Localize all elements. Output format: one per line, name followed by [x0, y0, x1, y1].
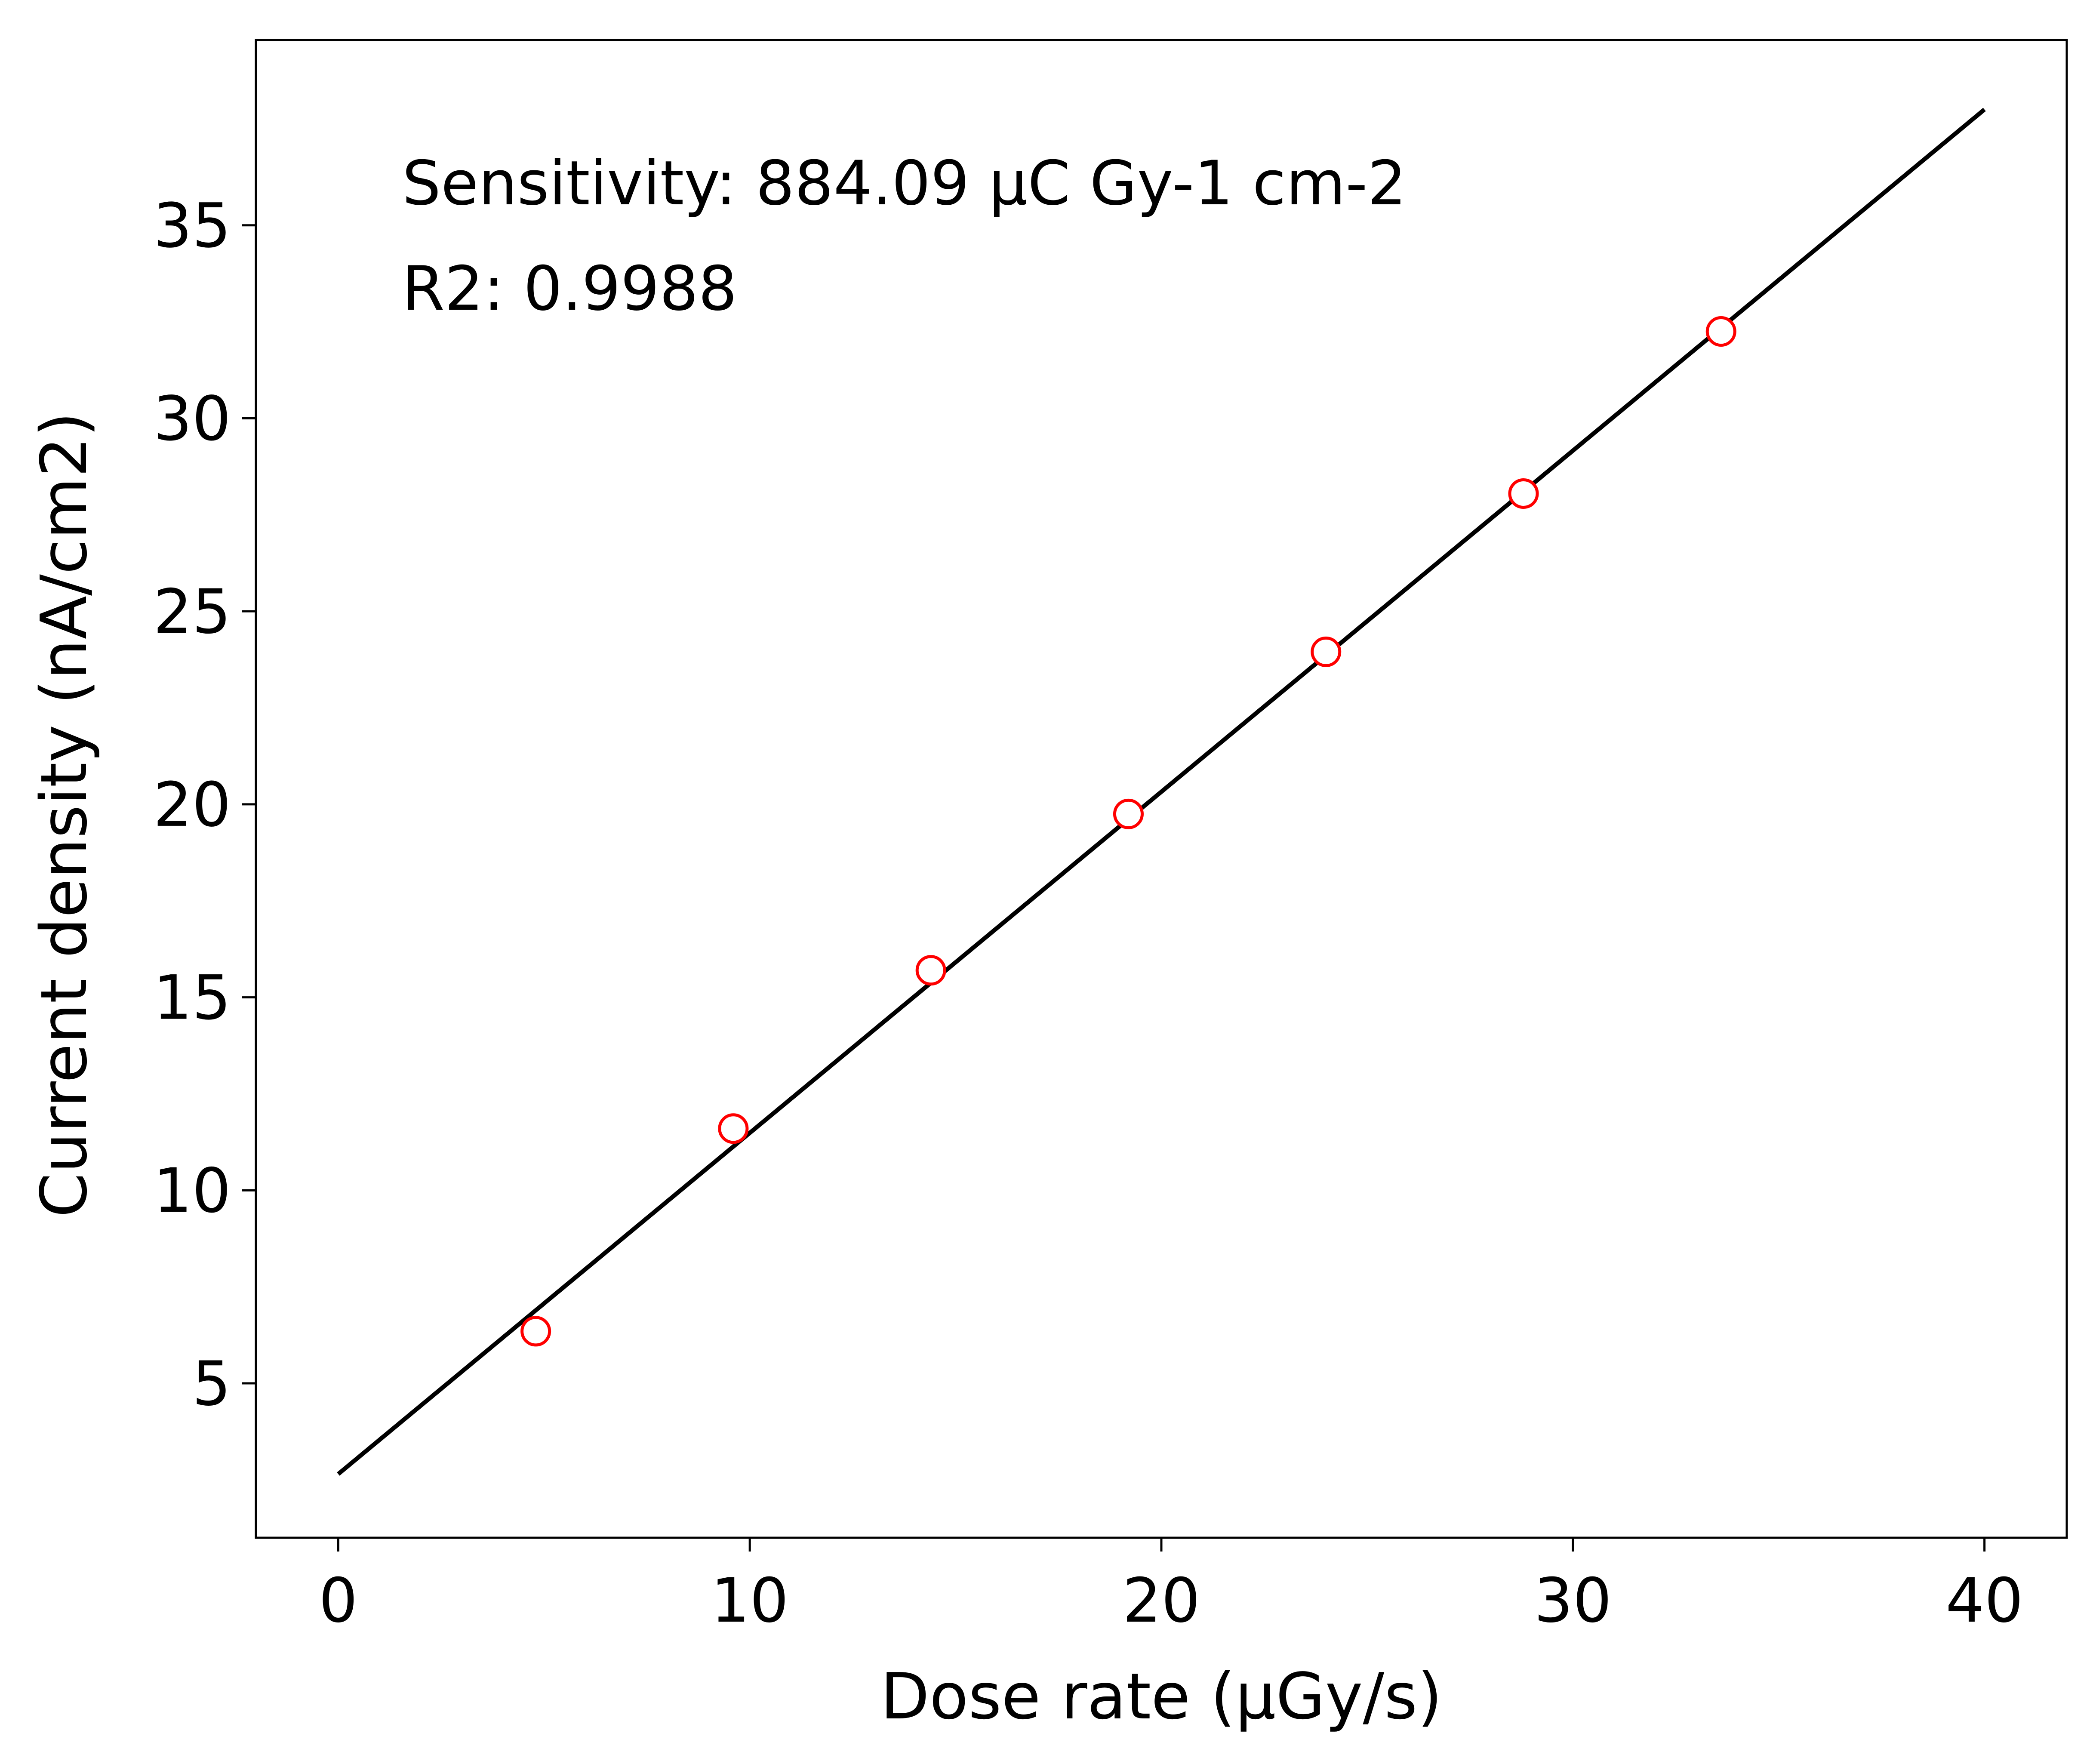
- x-tick-label: 20: [1123, 1565, 1200, 1636]
- y-tick-label: 20: [153, 770, 231, 840]
- data-point: [1705, 316, 1736, 347]
- data-point: [1508, 478, 1539, 509]
- r2-annotation: R2: 0.9988: [402, 253, 737, 324]
- x-tick-label: 10: [711, 1565, 789, 1636]
- y-tick-label: 15: [153, 963, 231, 1034]
- data-point: [520, 1316, 551, 1347]
- data-point: [915, 955, 946, 986]
- x-axis-label: Dose rate (µGy/s): [880, 1659, 1442, 1733]
- y-tick-label: 35: [153, 191, 231, 262]
- y-tick-label: 5: [192, 1348, 231, 1419]
- x-tick-label: 0: [319, 1565, 357, 1636]
- y-tick-label: 25: [153, 576, 231, 647]
- x-tick-label: 30: [1534, 1565, 1612, 1636]
- data-point: [718, 1113, 749, 1144]
- plot-frame: [255, 39, 2068, 1539]
- data-point: [1311, 636, 1342, 667]
- y-axis-label: Current density (nA/cm2): [27, 412, 101, 1218]
- points-layer: [520, 316, 1736, 1347]
- ticks-layer: 0 10 20 30 40 5 10 15 20 25 30 35: [153, 191, 2023, 1636]
- x-tick-label: 40: [1945, 1565, 2023, 1636]
- sensitivity-annotation: Sensitivity: 884.09 µC Gy-1 cm-2: [402, 148, 1407, 219]
- y-tick-label: 10: [153, 1155, 231, 1226]
- y-tick-label: 30: [153, 383, 231, 454]
- data-point: [1113, 798, 1144, 829]
